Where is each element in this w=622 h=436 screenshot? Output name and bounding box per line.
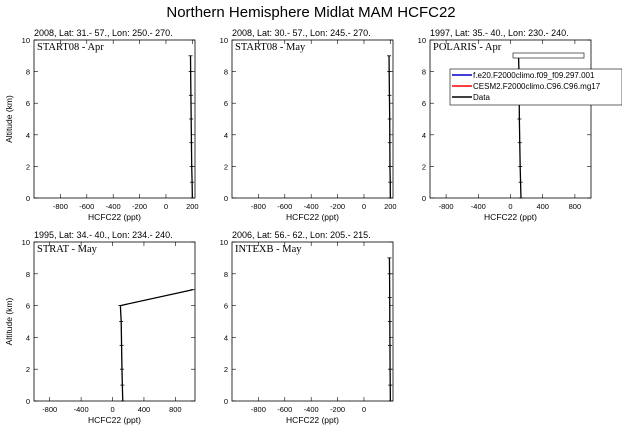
x-axis-label: HCFC22 (ppt) <box>484 212 537 222</box>
y-tick-label: 10 <box>418 36 426 45</box>
figure-title: Northern Hemisphere Midlat MAM HCFC22 <box>166 4 455 21</box>
x-axis-label: HCFC22 (ppt) <box>286 212 339 222</box>
y-tick-label: 6 <box>422 99 426 108</box>
x-tick-label: -800 <box>42 405 57 414</box>
panel-title: 2008, Lat: 31.- 57., Lon: 250.- 270. <box>34 28 173 38</box>
x-tick-label: -400 <box>471 202 486 211</box>
x-axis-label: HCFC22 (ppt) <box>286 415 339 425</box>
y-tick-label: 6 <box>224 302 228 311</box>
y-tick-label: 2 <box>26 162 30 171</box>
y-tick-label: 8 <box>224 270 228 279</box>
x-tick-label: -800 <box>251 202 266 211</box>
x-tick-label: 0 <box>362 202 366 211</box>
series-line-data <box>388 55 392 199</box>
y-tick-label: 6 <box>26 302 30 311</box>
inset-label: POLARIS - Apr <box>433 42 502 53</box>
x-tick-label: 0 <box>110 405 114 414</box>
panel-title: 2006, Lat: 56.- 62., Lon: 205.- 215. <box>232 230 371 240</box>
series-line-data <box>119 289 193 402</box>
y-tick-label: 8 <box>26 270 30 279</box>
legend-label: f.e20.F2000climo.f09_f09.297.001 <box>473 71 595 80</box>
x-tick-label: 200 <box>384 202 397 211</box>
legend-entries: f.e20.F2000climo.f09_f09.297.001 CESM2.F2… <box>452 71 601 102</box>
x-tick-label: 800 <box>169 405 182 414</box>
y-tick-label: 10 <box>22 238 30 247</box>
y-tick-label: 0 <box>26 194 30 203</box>
y-tick-label: 10 <box>22 36 30 45</box>
y-tick-label: 6 <box>224 99 228 108</box>
x-tick-label: -400 <box>74 405 89 414</box>
x-tick-label: 0 <box>508 202 512 211</box>
y-tick-label: 2 <box>224 365 228 374</box>
x-tick-label: -800 <box>53 202 68 211</box>
y-tick-label: 0 <box>224 194 228 203</box>
legend-label: CESM2.F2000climo.C96.C96.mg17 <box>473 82 601 91</box>
y-tick-label: 2 <box>422 162 426 171</box>
y-tick-label: 6 <box>26 99 30 108</box>
y-tick-label: 0 <box>422 194 426 203</box>
inset-label: INTEXB - May <box>235 244 302 255</box>
y-axis-label: Altitude (km) <box>4 95 14 143</box>
x-tick-label: 0 <box>362 405 366 414</box>
x-tick-label: -600 <box>79 202 94 211</box>
y-tick-label: 8 <box>224 68 228 77</box>
plot-frame <box>231 241 394 402</box>
plot-frame <box>33 241 196 402</box>
x-tick-label: -600 <box>277 405 292 414</box>
x-tick-label: 400 <box>138 405 151 414</box>
chart-panel-2: 2008, Lat: 30.- 57., Lon: 245.- 270. STAR… <box>220 28 397 222</box>
chart-panel-4: 1995, Lat: 34.- 40., Lon: 234.- 240. STRA… <box>4 230 196 425</box>
x-tick-label: -800 <box>439 202 454 211</box>
y-tick-label: 2 <box>224 162 228 171</box>
inset-label: STRAT - May <box>37 244 98 255</box>
y-tick-label: 0 <box>26 397 30 406</box>
panel-title: 2008, Lat: 30.- 57., Lon: 245.- 270. <box>232 28 371 38</box>
legend-box <box>449 68 622 106</box>
panel-title: 1995, Lat: 34.- 40., Lon: 234.- 240. <box>34 230 173 240</box>
y-tick-label: 4 <box>224 131 228 140</box>
x-tick-label: 400 <box>536 202 549 211</box>
chart-panel-1: 2008, Lat: 31.- 57., Lon: 250.- 270. STAR… <box>4 28 199 222</box>
x-tick-label: 200 <box>186 202 199 211</box>
legend-label: Data <box>473 93 490 102</box>
legend-header-box <box>512 52 585 59</box>
y-tick-label: 10 <box>220 36 228 45</box>
plot-frame <box>33 39 196 199</box>
chart-panels: 2008, Lat: 31.- 57., Lon: 250.- 270. STAR… <box>4 28 592 425</box>
x-tick-label: -200 <box>330 202 345 211</box>
series-line-data <box>388 257 392 402</box>
plot-frame <box>231 39 394 199</box>
x-axis-label: HCFC22 (ppt) <box>88 415 141 425</box>
chart-panel-5: 2006, Lat: 56.- 62., Lon: 205.- 215. INTE… <box>220 230 394 425</box>
x-tick-label: -400 <box>304 202 319 211</box>
series-line-data <box>189 55 194 199</box>
y-tick-label: 4 <box>422 131 426 140</box>
x-tick-label: 800 <box>569 202 582 211</box>
y-tick-label: 10 <box>220 238 228 247</box>
x-tick-label: 0 <box>164 202 168 211</box>
y-tick-label: 0 <box>224 397 228 406</box>
y-tick-label: 2 <box>26 365 30 374</box>
y-tick-label: 4 <box>26 131 30 140</box>
x-tick-label: -800 <box>251 405 266 414</box>
x-tick-label: -200 <box>132 202 147 211</box>
y-tick-label: 4 <box>26 333 30 342</box>
y-tick-label: 4 <box>224 333 228 342</box>
y-tick-label: 8 <box>26 68 30 77</box>
y-axis-label: Altitude (km) <box>4 297 14 345</box>
x-tick-label: -400 <box>106 202 121 211</box>
inset-label: START08 - May <box>235 42 306 53</box>
x-tick-label: -600 <box>277 202 292 211</box>
x-axis-label: HCFC22 (ppt) <box>88 212 141 222</box>
inset-label: START08 - Apr <box>37 42 104 53</box>
plot-frame <box>429 39 592 199</box>
panel-title: 1997, Lat: 35.- 40., Lon: 230.- 240. <box>430 28 569 38</box>
chart-panel-3: 1997, Lat: 35.- 40., Lon: 230.- 240. POLA… <box>418 28 592 222</box>
x-tick-label: -200 <box>330 405 345 414</box>
legend: f.e20.F2000climo.f09_f09.297.001 CESM2.F2… <box>449 52 622 106</box>
x-tick-label: -400 <box>304 405 319 414</box>
y-tick-label: 8 <box>422 68 426 77</box>
